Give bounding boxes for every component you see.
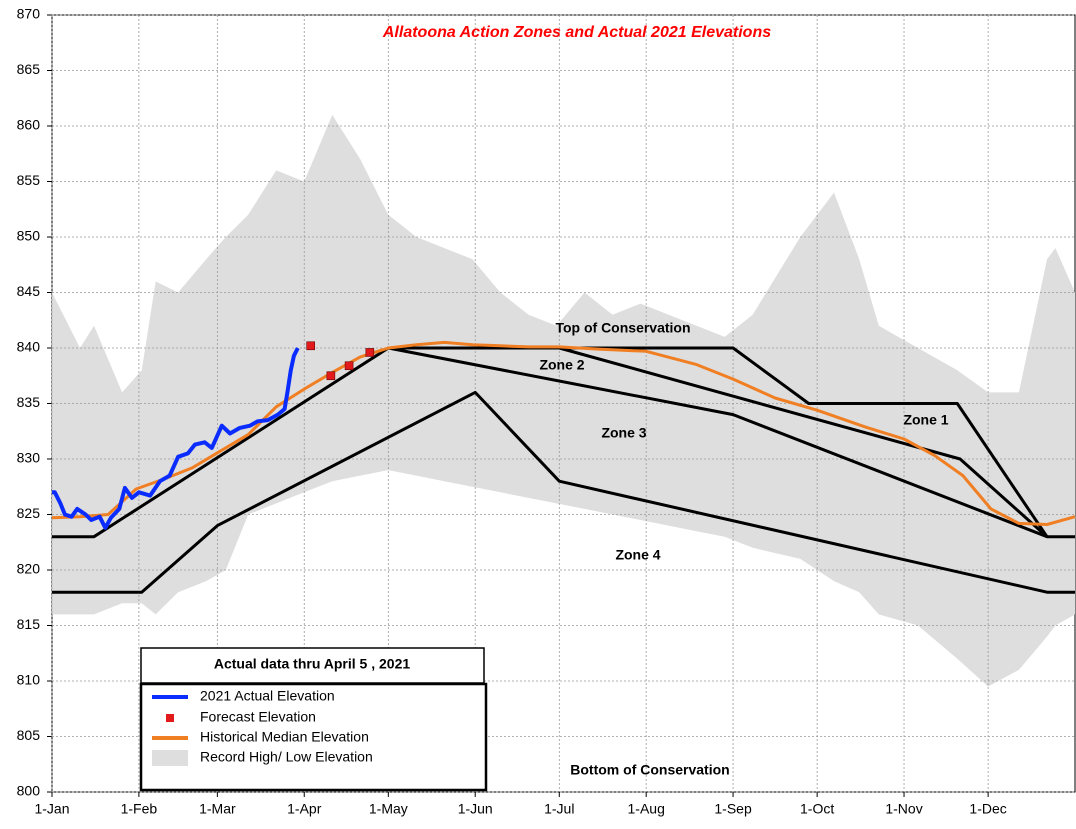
x-tick-label: 1-Jul: [544, 801, 574, 817]
annotation: Zone 1: [903, 412, 948, 428]
annotation: Top of Conservation: [555, 320, 690, 336]
chart-title: Allatoona Action Zones and Actual 2021 E…: [382, 24, 771, 41]
legend-box: [139, 682, 488, 792]
annotation: Zone 2: [539, 357, 584, 373]
line: [52, 347, 300, 530]
x-tick-label: 1-Feb: [121, 801, 158, 817]
legend-label: Forecast Elevation: [200, 709, 316, 725]
y-tick-label: 835: [17, 394, 41, 410]
point: [326, 371, 336, 381]
legend-label: Historical Median Elevation: [200, 729, 369, 745]
legend-title-box: [140, 647, 485, 684]
zone-line: [388, 346, 1048, 539]
x-tick-label: 1-Mar: [199, 801, 236, 817]
y-tick-label: 860: [17, 117, 41, 133]
point: [365, 348, 375, 357]
legend-label: 2021 Actual Elevation: [200, 688, 335, 704]
x-tick-label: 1-Sep: [714, 801, 752, 817]
zone-line: [52, 346, 1075, 539]
marks-layer: [51, 340, 1076, 594]
x-tick-label: 1-Jun: [458, 801, 493, 817]
x-tick-label: 1-Jan: [34, 801, 69, 817]
x-tick-label: 1-Nov: [885, 801, 922, 817]
zone-line: [52, 390, 1075, 594]
x-tick-label: 1-Oct: [800, 801, 834, 817]
annotation: Zone 3: [601, 425, 646, 441]
grid-layer: [47, 14, 1075, 797]
y-tick-label: 845: [17, 283, 41, 299]
band-layer: [52, 114, 1075, 687]
line: [51, 340, 1076, 526]
y-tick-label: 840: [17, 339, 41, 355]
annotation: Bottom of Conservation: [570, 762, 729, 778]
y-tick-label: 850: [17, 228, 41, 244]
legend: 2021 Actual Elevation Forecast Elevation H…: [152, 688, 373, 766]
x-tick-label: 1-May: [369, 801, 408, 817]
y-tick-label: 870: [17, 6, 41, 22]
x-tick-label: 1-Aug: [628, 801, 665, 817]
annotation: Zone 4: [615, 547, 660, 563]
y-tick-label: 820: [17, 561, 41, 577]
y-tick-label: 805: [17, 727, 41, 743]
zone-line: [558, 346, 1048, 538]
y-tick-label: 865: [17, 61, 41, 77]
y-tick-label: 815: [17, 616, 41, 632]
x-tick-label: 1-Apr: [287, 801, 322, 817]
point: [344, 361, 354, 371]
y-tick-label: 825: [17, 505, 41, 521]
legend-title: Actual data thru April 5 , 2021: [214, 656, 411, 672]
legend-swatch: [166, 714, 174, 722]
legend-swatch: [152, 750, 188, 766]
y-tick-label: 810: [17, 672, 41, 688]
y-tick-label: 800: [17, 783, 41, 799]
y-tick-label: 855: [17, 172, 41, 188]
record-band: [52, 114, 1075, 687]
legend-label: Record High/ Low Elevation: [200, 749, 373, 765]
x-tick-label: 1-Dec: [969, 801, 1006, 817]
y-tick-label: 830: [17, 450, 41, 466]
point: [306, 341, 315, 351]
